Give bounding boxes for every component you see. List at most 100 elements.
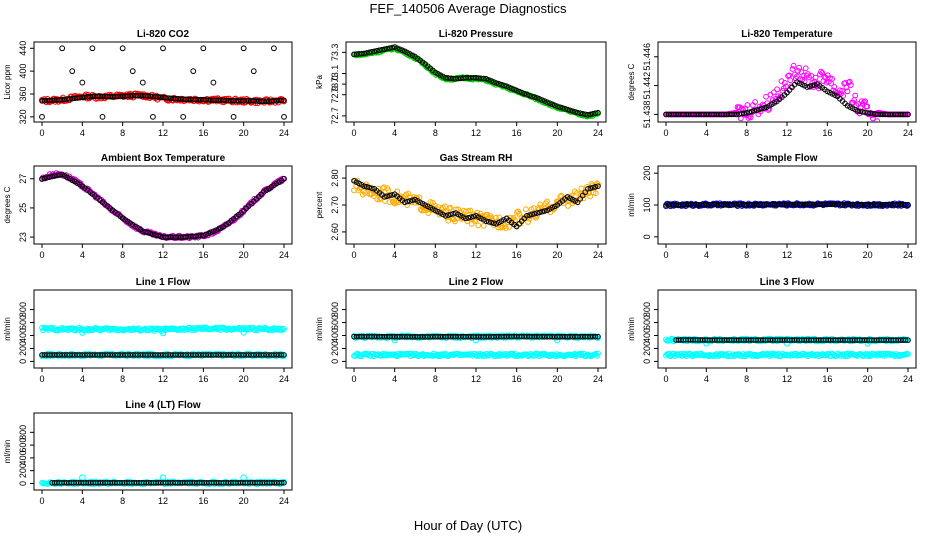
raw-point xyxy=(818,68,824,75)
y-axis-label: ml/min xyxy=(627,193,636,217)
x-tick-label: 8 xyxy=(120,496,125,506)
average-point xyxy=(404,198,411,205)
x-tick-label: 0 xyxy=(351,250,356,260)
y-tick-label: 600 xyxy=(642,315,652,330)
y-tick-label: 51.438 xyxy=(642,101,652,129)
average-point xyxy=(549,101,556,108)
y-tick-label: 27 xyxy=(18,174,28,184)
x-tick-label: 4 xyxy=(80,374,85,384)
average-point xyxy=(562,105,568,112)
x-tick-label: 12 xyxy=(471,374,481,384)
outlier-point xyxy=(89,45,96,52)
average-point xyxy=(572,109,578,115)
panel-title: Line 2 Flow xyxy=(449,277,504,288)
average-point xyxy=(513,87,520,94)
raw-point xyxy=(790,62,797,69)
average-point xyxy=(557,104,563,110)
average-point xyxy=(569,108,576,114)
raw-point xyxy=(874,118,881,122)
average-point xyxy=(386,45,393,51)
raw-point xyxy=(425,210,432,216)
average-point xyxy=(473,74,479,81)
average-point xyxy=(529,211,535,218)
y-axis-label: ml/min xyxy=(315,317,324,341)
average-point xyxy=(198,233,204,239)
average-point xyxy=(483,218,489,224)
average-point xyxy=(384,45,390,52)
average-point xyxy=(442,74,449,81)
x-tick-label: 24 xyxy=(279,374,289,384)
y-tick-label: 200 xyxy=(18,463,28,478)
average-point xyxy=(529,93,535,100)
x-tick-label: 24 xyxy=(593,374,603,384)
average-point xyxy=(809,82,816,89)
raw-point xyxy=(587,193,594,200)
average-point xyxy=(353,51,360,58)
raw-point xyxy=(467,207,474,214)
average-point xyxy=(69,95,76,102)
x-tick-label: 12 xyxy=(471,250,481,260)
raw-point xyxy=(219,324,226,331)
average-point xyxy=(142,229,149,235)
average-point xyxy=(524,212,530,219)
average-point xyxy=(905,111,911,118)
raw-point xyxy=(447,204,454,211)
y-tick-label: 200 xyxy=(330,341,340,356)
average-point xyxy=(859,109,866,115)
raw-point xyxy=(574,190,580,196)
y-tick-label: 23 xyxy=(18,232,28,242)
average-point xyxy=(51,173,58,179)
x-tick-label: 12 xyxy=(158,250,168,260)
average-point xyxy=(480,75,487,82)
average-point xyxy=(590,110,596,117)
x-tick-label: 0 xyxy=(663,128,668,138)
y-axis-label: ml/min xyxy=(3,317,12,341)
average-point xyxy=(516,88,523,95)
y-tick-label: 2.80 xyxy=(330,169,340,187)
panel-6: Line 1 Flow ml/min 0 4 8 12 16 20 24 0 20040060080… xyxy=(3,277,293,384)
average-point xyxy=(74,95,81,101)
average-point xyxy=(579,110,586,117)
raw-point xyxy=(376,196,383,203)
average-point xyxy=(447,75,454,82)
average-point xyxy=(56,172,63,178)
outlier-point xyxy=(271,45,277,52)
raw-point xyxy=(503,225,509,231)
y-tick-label: 400 xyxy=(18,450,28,465)
panel-title: Line 4 (LT) Flow xyxy=(125,400,201,411)
average-point xyxy=(66,96,73,102)
average-point xyxy=(806,83,813,90)
average-point xyxy=(902,111,909,118)
plot-area xyxy=(39,45,287,120)
y-tick-label: 0 xyxy=(18,359,28,364)
plot-frame xyxy=(33,41,293,123)
average-point xyxy=(391,44,398,50)
panel-title: Li-820 Pressure xyxy=(439,29,514,40)
x-tick-label: 16 xyxy=(512,250,522,260)
raw-point xyxy=(277,327,284,334)
average-point xyxy=(470,213,477,220)
x-tick-label: 20 xyxy=(863,250,873,260)
y-tick-label: 2.70 xyxy=(330,196,340,214)
average-point xyxy=(376,47,383,54)
average-point xyxy=(526,92,533,99)
y-tick-label: 600 xyxy=(18,315,28,330)
y-tick-label: 100 xyxy=(642,197,652,212)
average-point xyxy=(490,220,497,226)
figure-xlabel: Hour of Day (UTC) xyxy=(413,518,523,533)
raw-point xyxy=(787,77,794,84)
x-tick-label: 12 xyxy=(158,496,168,506)
average-point xyxy=(574,109,581,116)
x-tick-label: 4 xyxy=(392,250,397,260)
y-tick-label: 440 xyxy=(18,41,28,56)
x-tick-label: 16 xyxy=(198,496,208,506)
average-point xyxy=(490,79,497,85)
x-tick-label: 4 xyxy=(80,128,85,138)
average-point xyxy=(402,199,408,206)
raw-point xyxy=(862,98,868,105)
average-point xyxy=(468,214,474,220)
x-tick-label: 16 xyxy=(512,128,522,138)
average-point xyxy=(902,337,909,343)
average-point xyxy=(386,192,393,199)
